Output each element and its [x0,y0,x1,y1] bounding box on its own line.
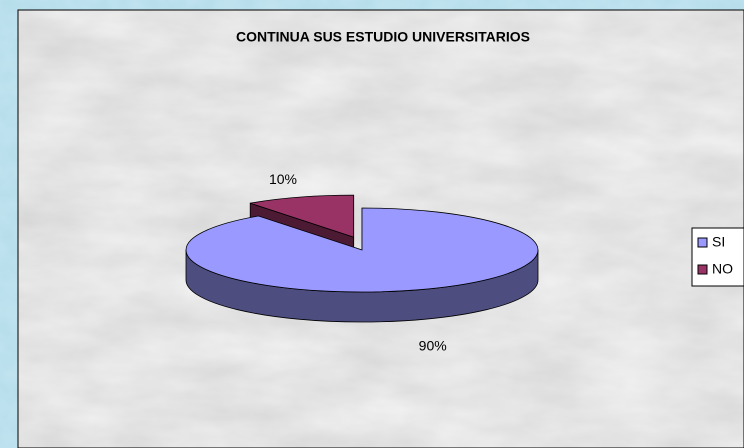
chart-title: CONTINUA SUS ESTUDIO UNIVERSITARIOS [236,29,530,45]
legend-swatch [697,264,708,275]
slice [250,194,355,238]
legend-items: SI NO [697,234,733,277]
pie [185,194,539,323]
data-label: 10% [269,171,297,187]
data-label: 90% [419,338,447,354]
legend-label: NO [712,261,733,277]
slice [185,207,539,293]
chart-border [17,9,744,448]
legend-swatch [697,237,708,248]
legend-label: SI [712,234,725,250]
